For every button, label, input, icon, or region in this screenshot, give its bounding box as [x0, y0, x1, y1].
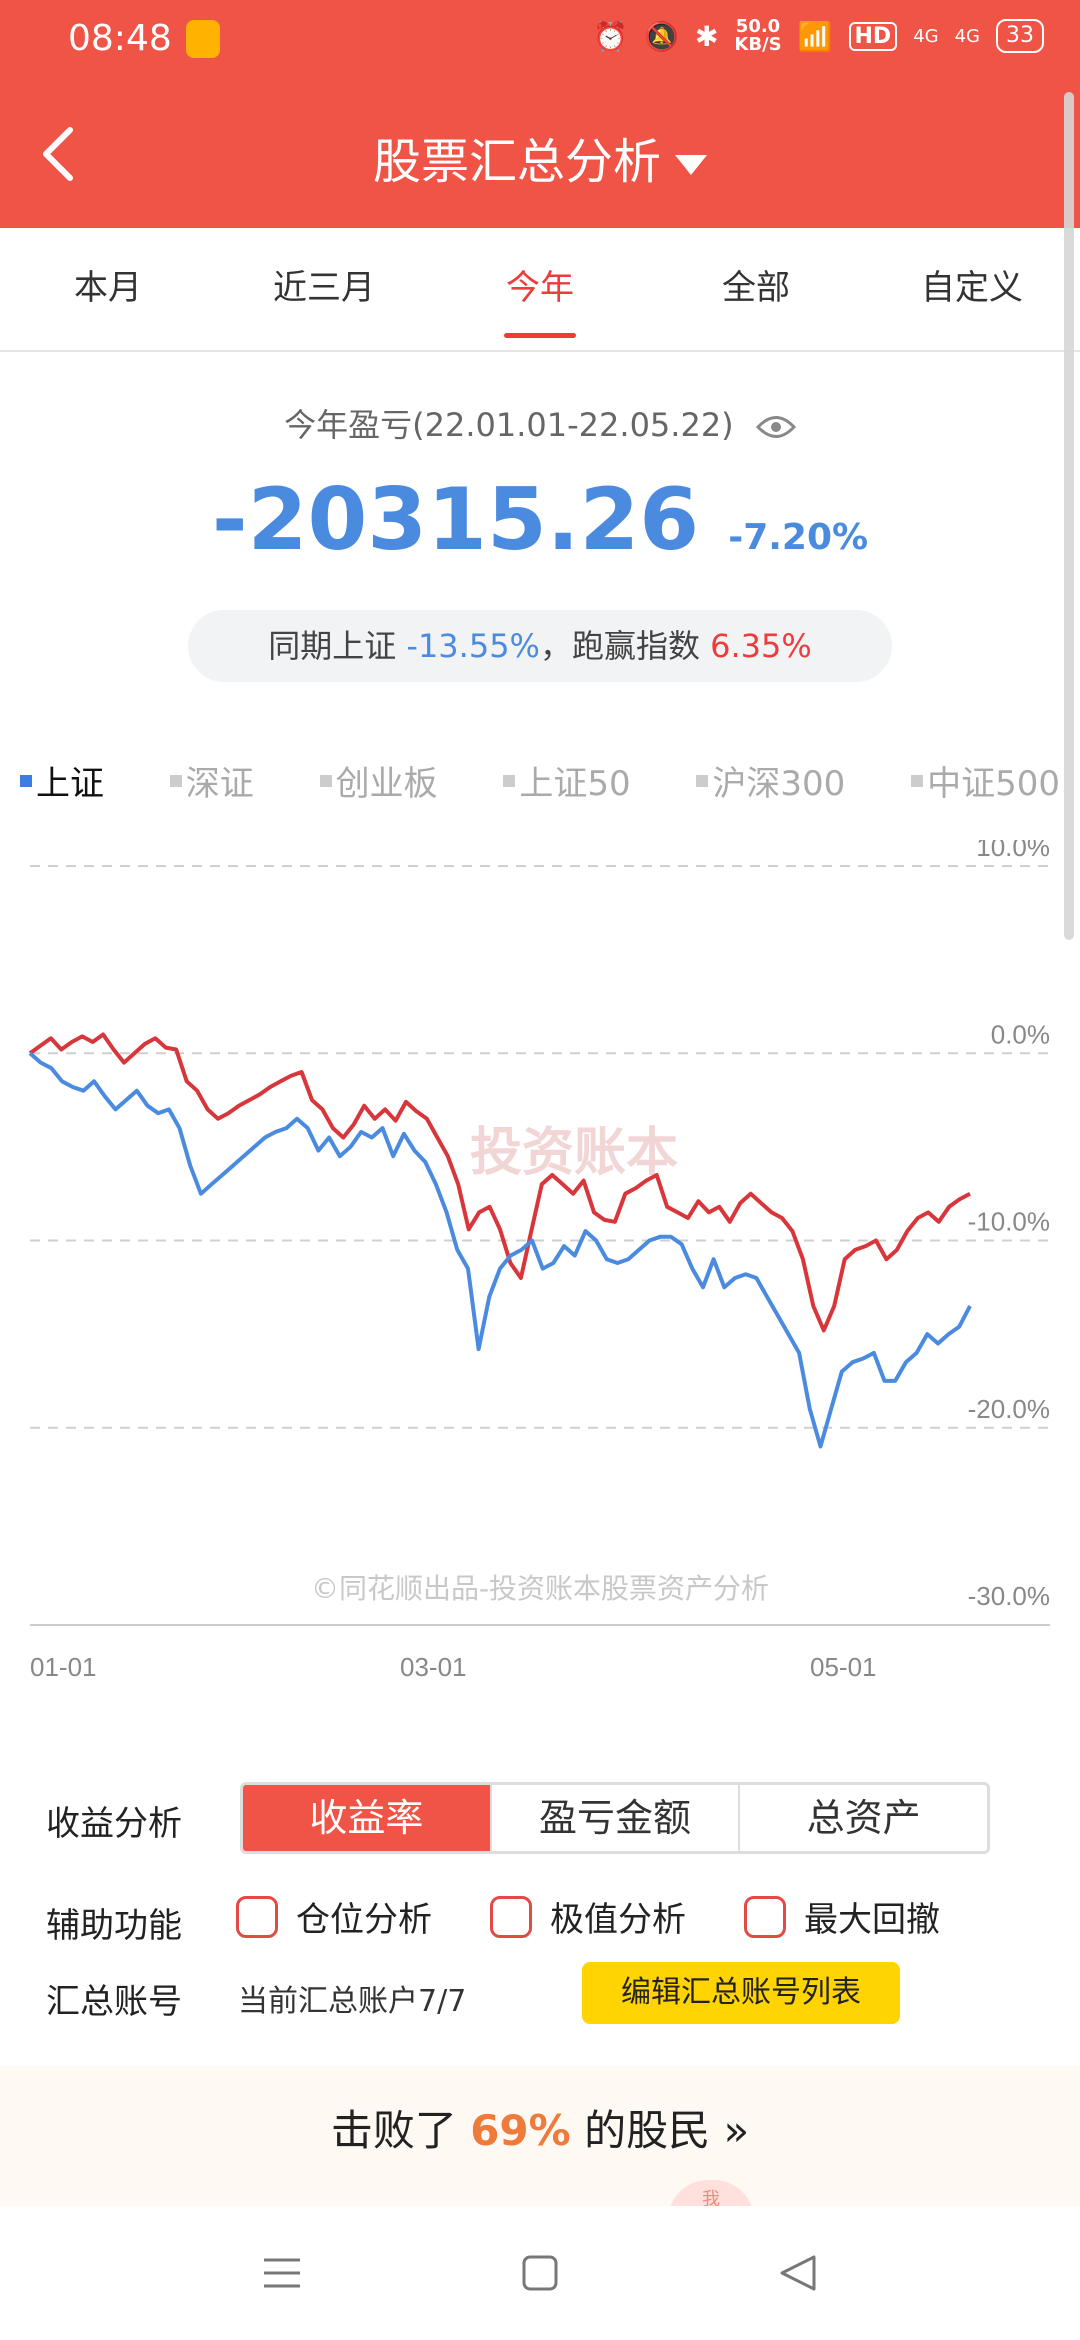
index-label: 创业板 [335, 764, 438, 804]
signal-1-label: 4G [913, 25, 939, 47]
account-count: 当前汇总账户7/7 [238, 1984, 467, 2019]
benchmark-compare: 同期上证 -13.55%，跑赢指数 6.35% [188, 610, 892, 682]
y-tick-label: -20.0% [968, 1394, 1050, 1424]
banner-suffix: 的股民 [584, 2106, 711, 2155]
index-zz500[interactable]: 中证500 [911, 756, 1060, 805]
account-label: 汇总账号 [46, 1982, 182, 2022]
page-title: 股票汇总分析 [372, 134, 661, 190]
app-header: 股票汇总分析 [0, 80, 1080, 228]
y-tick-label: 10.0% [976, 840, 1050, 862]
series-line-1 [28, 1051, 972, 1449]
index-selector: 上证 深证 创业板 上证50 沪深300 中证500 [20, 756, 1060, 805]
caret-down-icon [675, 155, 707, 175]
net-speed: 50.0 KB/S [734, 18, 781, 54]
pnl-percent: -7.20% [728, 517, 869, 558]
menu-icon[interactable] [262, 2206, 302, 2340]
system-nav-bar [0, 2206, 1080, 2340]
double-chevron-right-icon: » [723, 2106, 750, 2155]
chart-footer: ©同花顺出品-投资账本股票资产分析 [311, 1572, 769, 1605]
period-label: 今年盈亏(22.01.01-22.05.22) [284, 406, 734, 444]
edit-account-list-button[interactable]: 编辑汇总账号列表 [582, 1962, 900, 2024]
tab-custom[interactable]: 自定义 [921, 268, 1023, 308]
compare-sep: ，跑赢指数 [539, 627, 700, 665]
segment-return-rate[interactable]: 收益率 [243, 1785, 492, 1851]
check-extreme-analysis[interactable]: 极值分析 [490, 1892, 686, 1941]
index-label: 中证500 [927, 764, 1060, 804]
checkbox[interactable] [236, 1895, 278, 1938]
compare-prefix: 同期上证 [268, 627, 397, 665]
profit-analysis-label: 收益分析 [46, 1804, 182, 1844]
legend-square [911, 774, 924, 787]
pnl-row: -20315.26 -7.20% [0, 470, 1080, 570]
eye-icon[interactable] [755, 414, 796, 440]
tab-month[interactable]: 本月 [74, 268, 142, 308]
tab-three-months[interactable]: 近三月 [273, 268, 375, 308]
check-label: 极值分析 [550, 1900, 686, 1940]
check-label: 最大回撤 [804, 1900, 940, 1940]
period-tabs: 本月 近三月 今年 全部 自定义 [0, 228, 1080, 352]
tab-all[interactable]: 全部 [722, 268, 790, 308]
hd-badge: HD [848, 21, 898, 51]
metric-segment: 收益率 盈亏金额 总资产 [240, 1782, 990, 1854]
index-sh[interactable]: 上证 [20, 756, 104, 805]
notification-hand-icon [186, 20, 220, 58]
mute-bell-icon: 🔕 [644, 19, 679, 53]
index-hs300[interactable]: 沪深300 [696, 756, 845, 805]
check-position-analysis[interactable]: 仓位分析 [236, 1892, 432, 1941]
net-speed-value: 50.0 [735, 16, 781, 37]
legend-square [503, 774, 516, 787]
tab-this-year[interactable]: 今年 [432, 228, 648, 350]
period-label-row: 今年盈亏(22.01.01-22.05.22) [0, 400, 1080, 446]
y-tick-label: 0.0% [991, 1019, 1050, 1049]
index-sh50[interactable]: 上证50 [503, 756, 631, 805]
index-label: 上证50 [519, 764, 631, 804]
index-cyb[interactable]: 创业板 [319, 756, 438, 805]
outperform-value: 6.35% [710, 627, 812, 665]
banner-percent: 69% [470, 2106, 571, 2155]
check-label: 仓位分析 [296, 1900, 432, 1940]
alarm-icon: ⏰ [593, 19, 629, 53]
legend-square [319, 774, 332, 787]
checkbox[interactable] [490, 1895, 532, 1938]
index-label: 深证 [185, 764, 254, 804]
net-speed-unit: KB/S [734, 34, 782, 55]
status-bar: 08:48 ⏰ 🔕 ✱ 50.0 KB/S 📶 HD 4G 4G 33 [0, 0, 1080, 80]
status-time: 08:48 [68, 18, 172, 59]
back-triangle-icon[interactable] [778, 2206, 818, 2340]
segment-pnl-amount[interactable]: 盈亏金额 [492, 1785, 741, 1851]
y-tick-label: -30.0% [968, 1581, 1050, 1611]
x-tick-label: 03-01 [400, 1652, 467, 1680]
x-tick-label: 05-01 [810, 1652, 877, 1680]
compare-index-value: -13.55% [406, 627, 540, 665]
index-sz[interactable]: 深证 [169, 756, 254, 805]
segment-total-assets[interactable]: 总资产 [806, 1796, 921, 1840]
y-tick-label: -10.0% [968, 1207, 1050, 1237]
wifi-icon: 📶 [797, 19, 833, 53]
aux-checks: 仓位分析 极值分析 最大回撤 [236, 1892, 998, 1941]
legend-square [169, 774, 182, 787]
index-label: 上证 [36, 764, 104, 804]
return-chart[interactable]: 10.0% 0.0% -10.0% -20.0% -30.0% 01-01 03-01 05-… [0, 840, 1080, 1680]
home-square-icon[interactable] [522, 2206, 558, 2340]
x-tick-label: 01-01 [30, 1652, 97, 1680]
check-max-drawdown[interactable]: 最大回撤 [744, 1892, 940, 1941]
title-dropdown[interactable]: 股票汇总分析 [0, 122, 1080, 192]
status-icons: ⏰ 🔕 ✱ 50.0 KB/S 📶 HD 4G 4G 33 [593, 18, 1044, 54]
checkbox[interactable] [744, 1895, 786, 1938]
aux-function-label: 辅助功能 [46, 1906, 182, 1946]
back-arrow-icon[interactable] [36, 124, 82, 184]
series-line-0 [28, 1032, 971, 1333]
banner-prefix: 击败了 [330, 2106, 457, 2155]
legend-square [20, 774, 32, 787]
watermark: 投资账本 [470, 1123, 678, 1183]
ranking-banner[interactable]: 击败了 69% 的股民 » [0, 2066, 1080, 2206]
pnl-amount: -20315.26 [211, 470, 700, 570]
index-label: 沪深300 [712, 764, 846, 804]
signal-2-label: 4G [954, 25, 980, 47]
scrollbar[interactable] [1064, 92, 1074, 940]
battery-level: 33 [996, 19, 1044, 53]
bluetooth-icon: ✱ [694, 19, 719, 53]
legend-square [696, 774, 709, 787]
